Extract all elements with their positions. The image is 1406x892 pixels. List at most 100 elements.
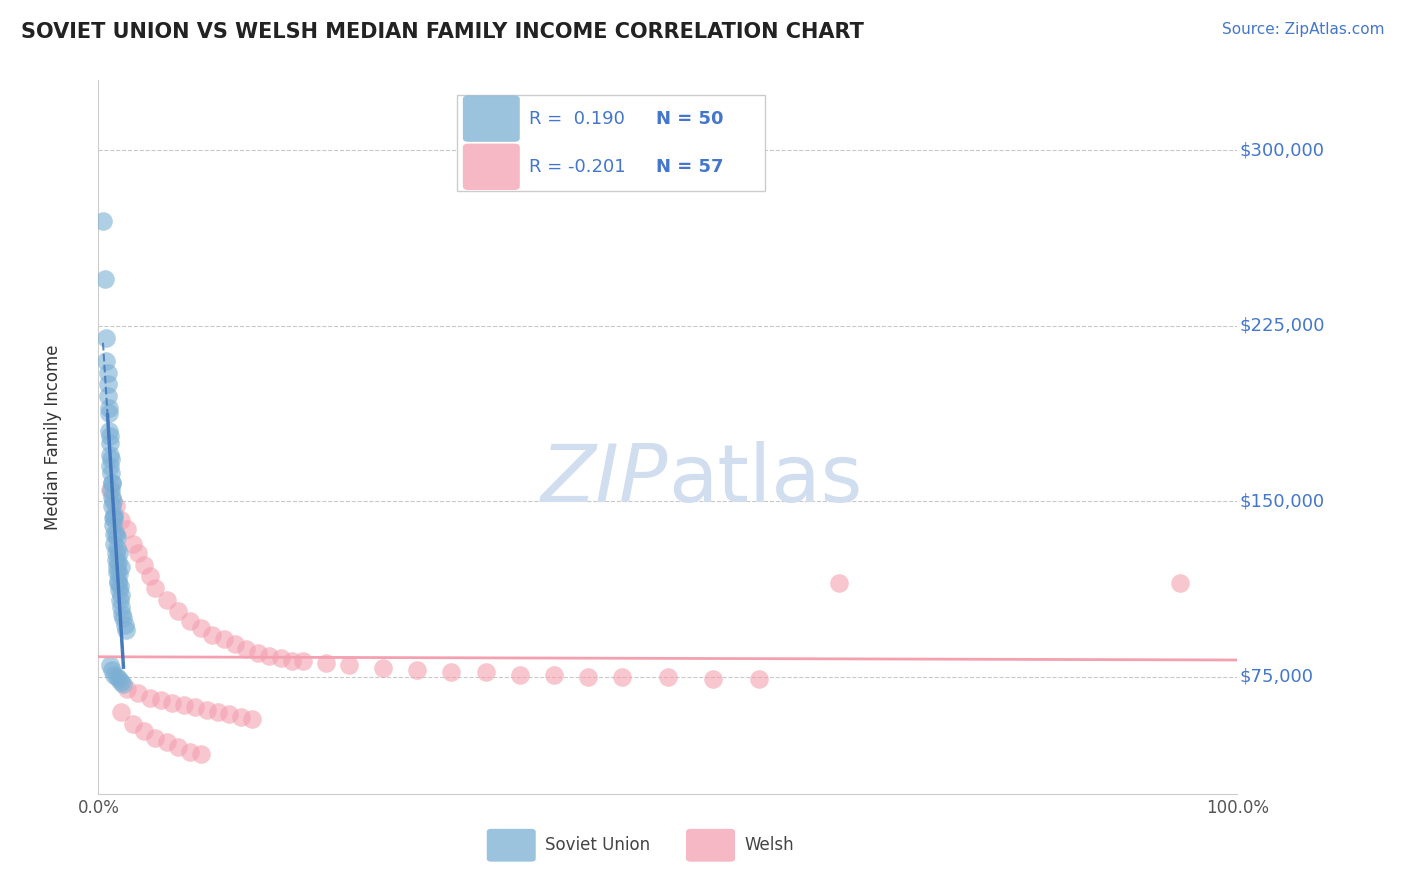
Point: [179, 614, 201, 628]
Point: [107, 574, 129, 588]
Point: [132, 558, 155, 572]
Text: $75,000: $75,000: [1240, 668, 1313, 686]
Point: [543, 667, 565, 681]
Point: [103, 494, 125, 508]
Point: [576, 670, 599, 684]
Point: [103, 536, 125, 550]
Point: [207, 705, 229, 719]
Point: [105, 560, 128, 574]
Point: [96, 331, 118, 345]
Point: [240, 712, 263, 726]
Point: [138, 690, 160, 705]
Point: [96, 366, 118, 380]
Point: [184, 700, 207, 714]
Point: [110, 599, 132, 614]
Point: [114, 623, 136, 637]
FancyBboxPatch shape: [686, 829, 735, 862]
Point: [145, 581, 167, 595]
Point: [103, 527, 125, 541]
Point: [103, 510, 125, 524]
Point: [127, 546, 149, 560]
Point: [167, 740, 190, 755]
Point: [108, 546, 131, 560]
Point: [105, 670, 128, 684]
Point: [612, 670, 634, 684]
Text: $225,000: $225,000: [1240, 317, 1324, 334]
Point: [105, 565, 128, 579]
Point: [315, 656, 337, 670]
FancyBboxPatch shape: [457, 95, 765, 191]
Point: [156, 592, 179, 607]
Point: [98, 429, 121, 443]
Point: [127, 686, 149, 700]
Point: [114, 618, 136, 632]
Point: [121, 716, 143, 731]
Point: [281, 653, 304, 667]
Point: [101, 663, 124, 677]
Point: [103, 510, 125, 524]
Point: [97, 405, 120, 419]
Point: [101, 475, 124, 490]
Point: [100, 452, 122, 467]
Point: [104, 499, 127, 513]
Point: [270, 651, 292, 665]
Point: [702, 672, 724, 686]
Point: [440, 665, 463, 680]
Point: [108, 592, 131, 607]
Text: $300,000: $300,000: [1240, 142, 1324, 160]
Point: [100, 467, 122, 481]
Point: [110, 705, 132, 719]
Point: [94, 272, 117, 286]
FancyBboxPatch shape: [463, 95, 520, 142]
Point: [292, 653, 315, 667]
Point: [101, 475, 124, 490]
Point: [132, 723, 155, 738]
Point: [98, 483, 121, 497]
FancyBboxPatch shape: [486, 829, 536, 862]
Point: [173, 698, 195, 712]
Text: Source: ZipAtlas.com: Source: ZipAtlas.com: [1222, 22, 1385, 37]
Point: [104, 546, 127, 560]
Text: ZIP: ZIP: [540, 441, 668, 519]
Text: R =  0.190: R = 0.190: [529, 110, 624, 128]
Point: [110, 560, 132, 574]
Point: [371, 660, 394, 674]
Point: [156, 735, 179, 749]
Text: N = 50: N = 50: [657, 110, 724, 128]
Point: [103, 667, 125, 681]
Point: [101, 499, 124, 513]
Point: [112, 677, 135, 691]
Point: [145, 731, 167, 745]
Point: [103, 508, 125, 523]
Point: [110, 674, 132, 689]
Point: [828, 576, 851, 591]
Point: [406, 663, 429, 677]
Point: [218, 707, 240, 722]
Point: [224, 637, 246, 651]
Point: [110, 588, 132, 602]
Point: [108, 672, 131, 686]
Point: [138, 569, 160, 583]
Point: [101, 490, 124, 504]
Point: [98, 448, 121, 462]
Point: [108, 566, 131, 581]
Point: [195, 703, 218, 717]
Point: [337, 658, 360, 673]
Point: [103, 517, 125, 532]
Text: Welsh: Welsh: [744, 837, 794, 855]
Point: [190, 747, 212, 761]
Point: [179, 745, 201, 759]
Text: N = 57: N = 57: [657, 158, 724, 176]
Point: [104, 553, 127, 567]
Point: [98, 459, 121, 474]
Point: [104, 527, 127, 541]
Point: [107, 555, 129, 569]
Point: [474, 665, 496, 680]
Point: [657, 670, 679, 684]
Point: [91, 213, 114, 227]
Text: R = -0.201: R = -0.201: [529, 158, 626, 176]
Point: [235, 641, 257, 656]
Point: [201, 628, 224, 642]
Text: atlas: atlas: [668, 441, 862, 519]
Point: [108, 583, 131, 598]
